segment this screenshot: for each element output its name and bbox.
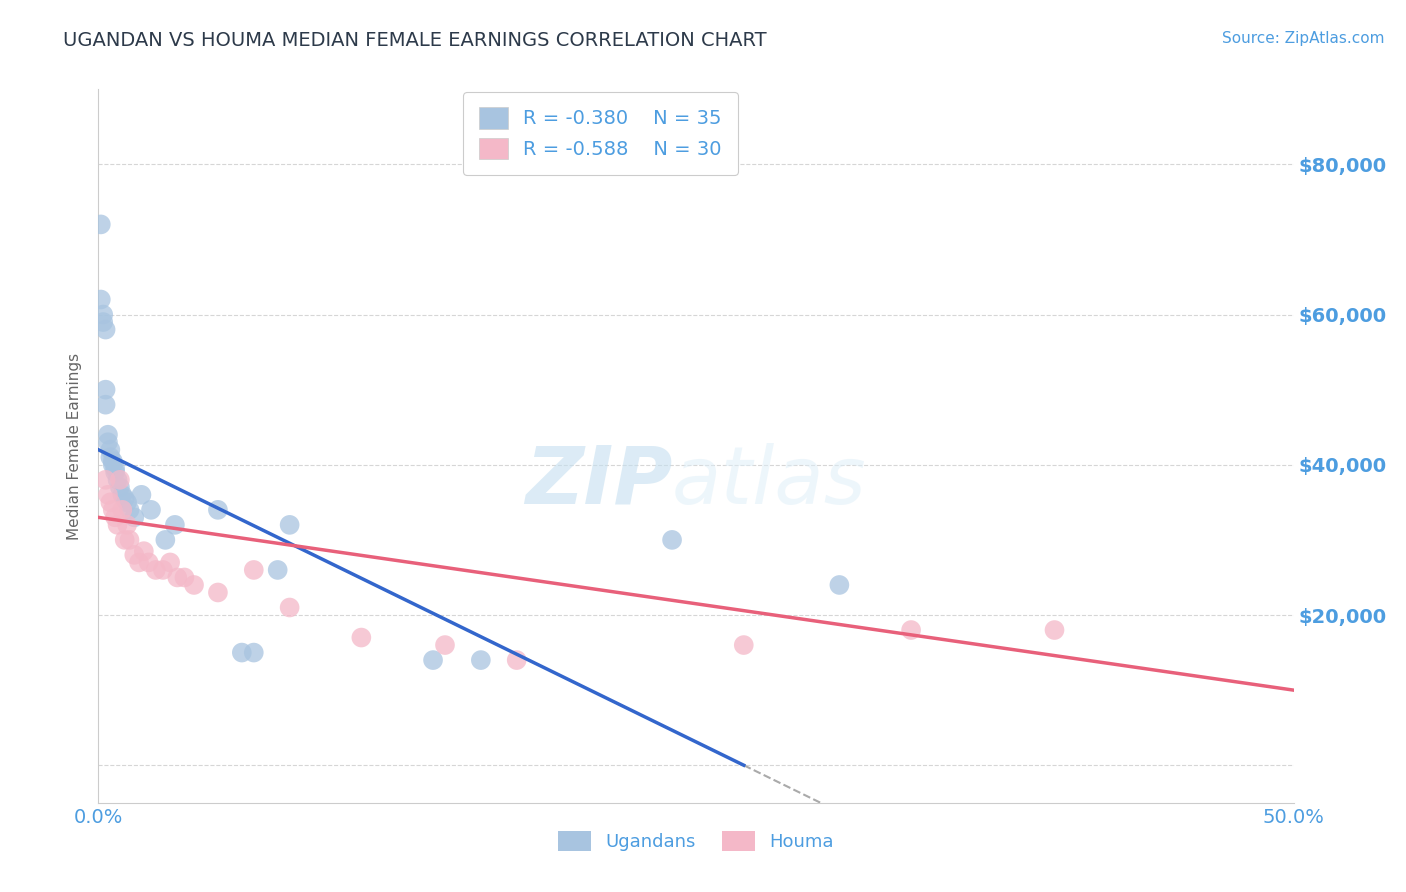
Point	[91, 315, 114, 329]
Point	[124, 548, 146, 562]
Point	[183, 578, 205, 592]
Point	[118, 503, 141, 517]
Point	[434, 638, 457, 652]
Point	[278, 517, 301, 532]
Point	[104, 465, 127, 479]
Point	[115, 517, 138, 532]
Point	[145, 563, 167, 577]
Point	[267, 563, 290, 577]
Point	[98, 450, 122, 465]
Point	[114, 533, 136, 547]
Point	[97, 435, 120, 450]
Point	[828, 578, 851, 592]
Point	[163, 517, 186, 532]
Point	[107, 517, 129, 532]
Point	[90, 293, 112, 307]
Point	[124, 510, 146, 524]
Point	[243, 646, 266, 660]
Point	[108, 480, 131, 494]
Point	[98, 442, 122, 457]
Legend: Ugandans, Houma: Ugandans, Houma	[551, 823, 841, 858]
Point	[155, 533, 177, 547]
Point	[97, 427, 120, 442]
Point	[900, 623, 922, 637]
Point	[94, 398, 117, 412]
Point	[107, 473, 129, 487]
Point	[108, 473, 131, 487]
Point	[131, 488, 153, 502]
Point	[104, 510, 127, 524]
Point	[207, 503, 229, 517]
Point	[101, 454, 124, 468]
Point	[101, 503, 124, 517]
Point	[90, 218, 112, 232]
Text: UGANDAN VS HOUMA MEDIAN FEMALE EARNINGS CORRELATION CHART: UGANDAN VS HOUMA MEDIAN FEMALE EARNINGS …	[63, 31, 766, 50]
Point	[350, 631, 373, 645]
Point	[94, 322, 117, 336]
Point	[97, 488, 120, 502]
Text: ZIP: ZIP	[524, 442, 672, 521]
Point	[138, 556, 160, 570]
Point	[422, 653, 444, 667]
Point	[207, 585, 229, 599]
Y-axis label: Median Female Earnings: Median Female Earnings	[67, 352, 83, 540]
Point	[506, 653, 529, 667]
Point	[118, 533, 141, 547]
Point	[166, 570, 188, 584]
Point	[91, 308, 114, 322]
Point	[152, 563, 174, 577]
Point	[661, 533, 683, 547]
Point	[1043, 623, 1066, 637]
Point	[231, 646, 253, 660]
Point	[733, 638, 755, 652]
Point	[94, 383, 117, 397]
Point	[111, 488, 134, 502]
Point	[173, 570, 195, 584]
Point	[94, 473, 117, 487]
Point	[98, 495, 122, 509]
Point	[101, 458, 124, 472]
Point	[104, 461, 127, 475]
Point	[115, 495, 138, 509]
Point	[139, 503, 162, 517]
Point	[159, 556, 181, 570]
Text: Source: ZipAtlas.com: Source: ZipAtlas.com	[1222, 31, 1385, 46]
Text: atlas: atlas	[672, 442, 868, 521]
Point	[278, 600, 301, 615]
Point	[132, 544, 155, 558]
Point	[470, 653, 492, 667]
Point	[114, 491, 136, 506]
Point	[111, 503, 134, 517]
Point	[128, 556, 150, 570]
Point	[243, 563, 266, 577]
